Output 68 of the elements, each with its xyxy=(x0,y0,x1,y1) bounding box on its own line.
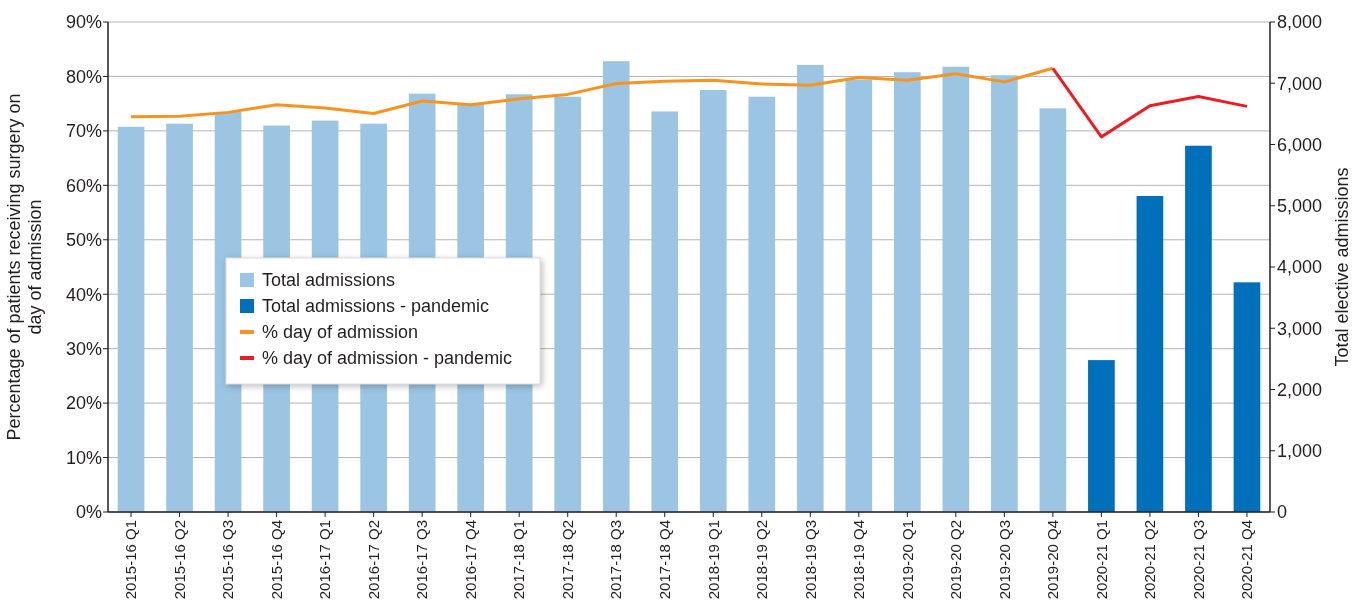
bar xyxy=(1039,108,1067,512)
x-tick-label: 2018-19 Q2 xyxy=(753,520,771,600)
legend-label: % day of admission - pandemic xyxy=(262,348,513,369)
y-tick-label: 10% xyxy=(65,447,102,468)
legend-label: Total admissions - pandemic xyxy=(262,296,490,317)
y-tick-label: 70% xyxy=(65,121,102,142)
y-tick-label: 0% xyxy=(75,502,102,523)
x-tick-label: 2017-18 Q2 xyxy=(558,520,576,600)
bar xyxy=(602,61,630,512)
bar xyxy=(991,75,1018,512)
bar xyxy=(942,66,970,512)
x-tick-label: 2015-16 Q2 xyxy=(170,520,188,600)
x-tick-label: 2017-18 Q4 xyxy=(655,520,673,600)
line-series xyxy=(129,66,1055,119)
legend-label: % day of admission xyxy=(262,322,419,343)
bar xyxy=(1088,360,1115,512)
x-tick-label: 2015-16 Q1 xyxy=(122,520,140,600)
x-tick-label: 2019-20 Q3 xyxy=(995,520,1013,600)
y2-tick-label: 8,000 xyxy=(1277,12,1323,33)
x-tick-label: 2016-17 Q2 xyxy=(364,520,382,600)
x-tick-label: 2016-17 Q4 xyxy=(461,520,479,600)
x-tick-label: 2016-17 Q3 xyxy=(413,520,431,600)
x-tick-label: 2015-16 Q3 xyxy=(219,520,237,600)
y-tick-label: 30% xyxy=(65,338,102,359)
bar xyxy=(166,123,193,512)
y-tick-label: 80% xyxy=(65,66,102,87)
x-tick-label: 2015-16 Q4 xyxy=(267,520,285,600)
x-tick-label: 2018-19 Q4 xyxy=(850,520,868,600)
bar xyxy=(893,72,921,512)
bar xyxy=(796,64,824,512)
y2-tick-label: 1,000 xyxy=(1277,441,1323,462)
y2-tick-label: 6,000 xyxy=(1277,134,1323,155)
bar xyxy=(1136,195,1164,512)
x-tick-label: 2019-20 Q1 xyxy=(898,520,916,600)
line-series xyxy=(1051,66,1249,139)
y-axis-title: Percentage of patients receiving surgery on day of admission xyxy=(4,93,45,441)
bar xyxy=(845,79,873,512)
y-tick-label: 40% xyxy=(65,284,102,305)
bar xyxy=(117,126,145,512)
bar xyxy=(554,96,582,512)
bar xyxy=(1185,145,1212,512)
y2-tick-label: 0 xyxy=(1277,502,1288,523)
y-tick-label: 20% xyxy=(65,393,102,414)
y-tick-label: 50% xyxy=(65,230,102,251)
y2-tick-label: 7,000 xyxy=(1277,73,1323,94)
x-tick-label: 2017-18 Q1 xyxy=(510,520,528,600)
y2-tick-label: 5,000 xyxy=(1277,196,1323,217)
x-tick-label: 2020-21 Q1 xyxy=(1092,520,1110,600)
x-tick-label: 2020-21 Q3 xyxy=(1189,520,1207,600)
y2-axis-title: Total elective admissions xyxy=(1332,167,1352,367)
legend-label: Total admissions xyxy=(262,270,396,291)
y-tick-label: 60% xyxy=(65,175,102,196)
x-tick-label: 2016-17 Q1 xyxy=(316,520,334,600)
x-tick-label: 2019-20 Q2 xyxy=(947,520,965,600)
y-tick-label: 90% xyxy=(65,12,102,33)
x-tick-label: 2019-20 Q4 xyxy=(1044,520,1062,600)
bar xyxy=(748,96,776,512)
x-tick-label: 2020-21 Q4 xyxy=(1238,520,1256,600)
y2-tick-label: 4,000 xyxy=(1277,257,1323,278)
x-tick-label: 2020-21 Q2 xyxy=(1141,520,1159,600)
y2-tick-label: 2,000 xyxy=(1277,379,1323,400)
bar xyxy=(1233,282,1261,512)
y2-tick-label: 3,000 xyxy=(1277,318,1323,339)
x-tick-label: 2018-19 Q1 xyxy=(704,520,722,600)
x-tick-label: 2017-18 Q3 xyxy=(607,520,625,600)
bar xyxy=(651,111,679,512)
x-tick-label: 2018-19 Q3 xyxy=(801,520,819,600)
bar xyxy=(699,89,727,512)
